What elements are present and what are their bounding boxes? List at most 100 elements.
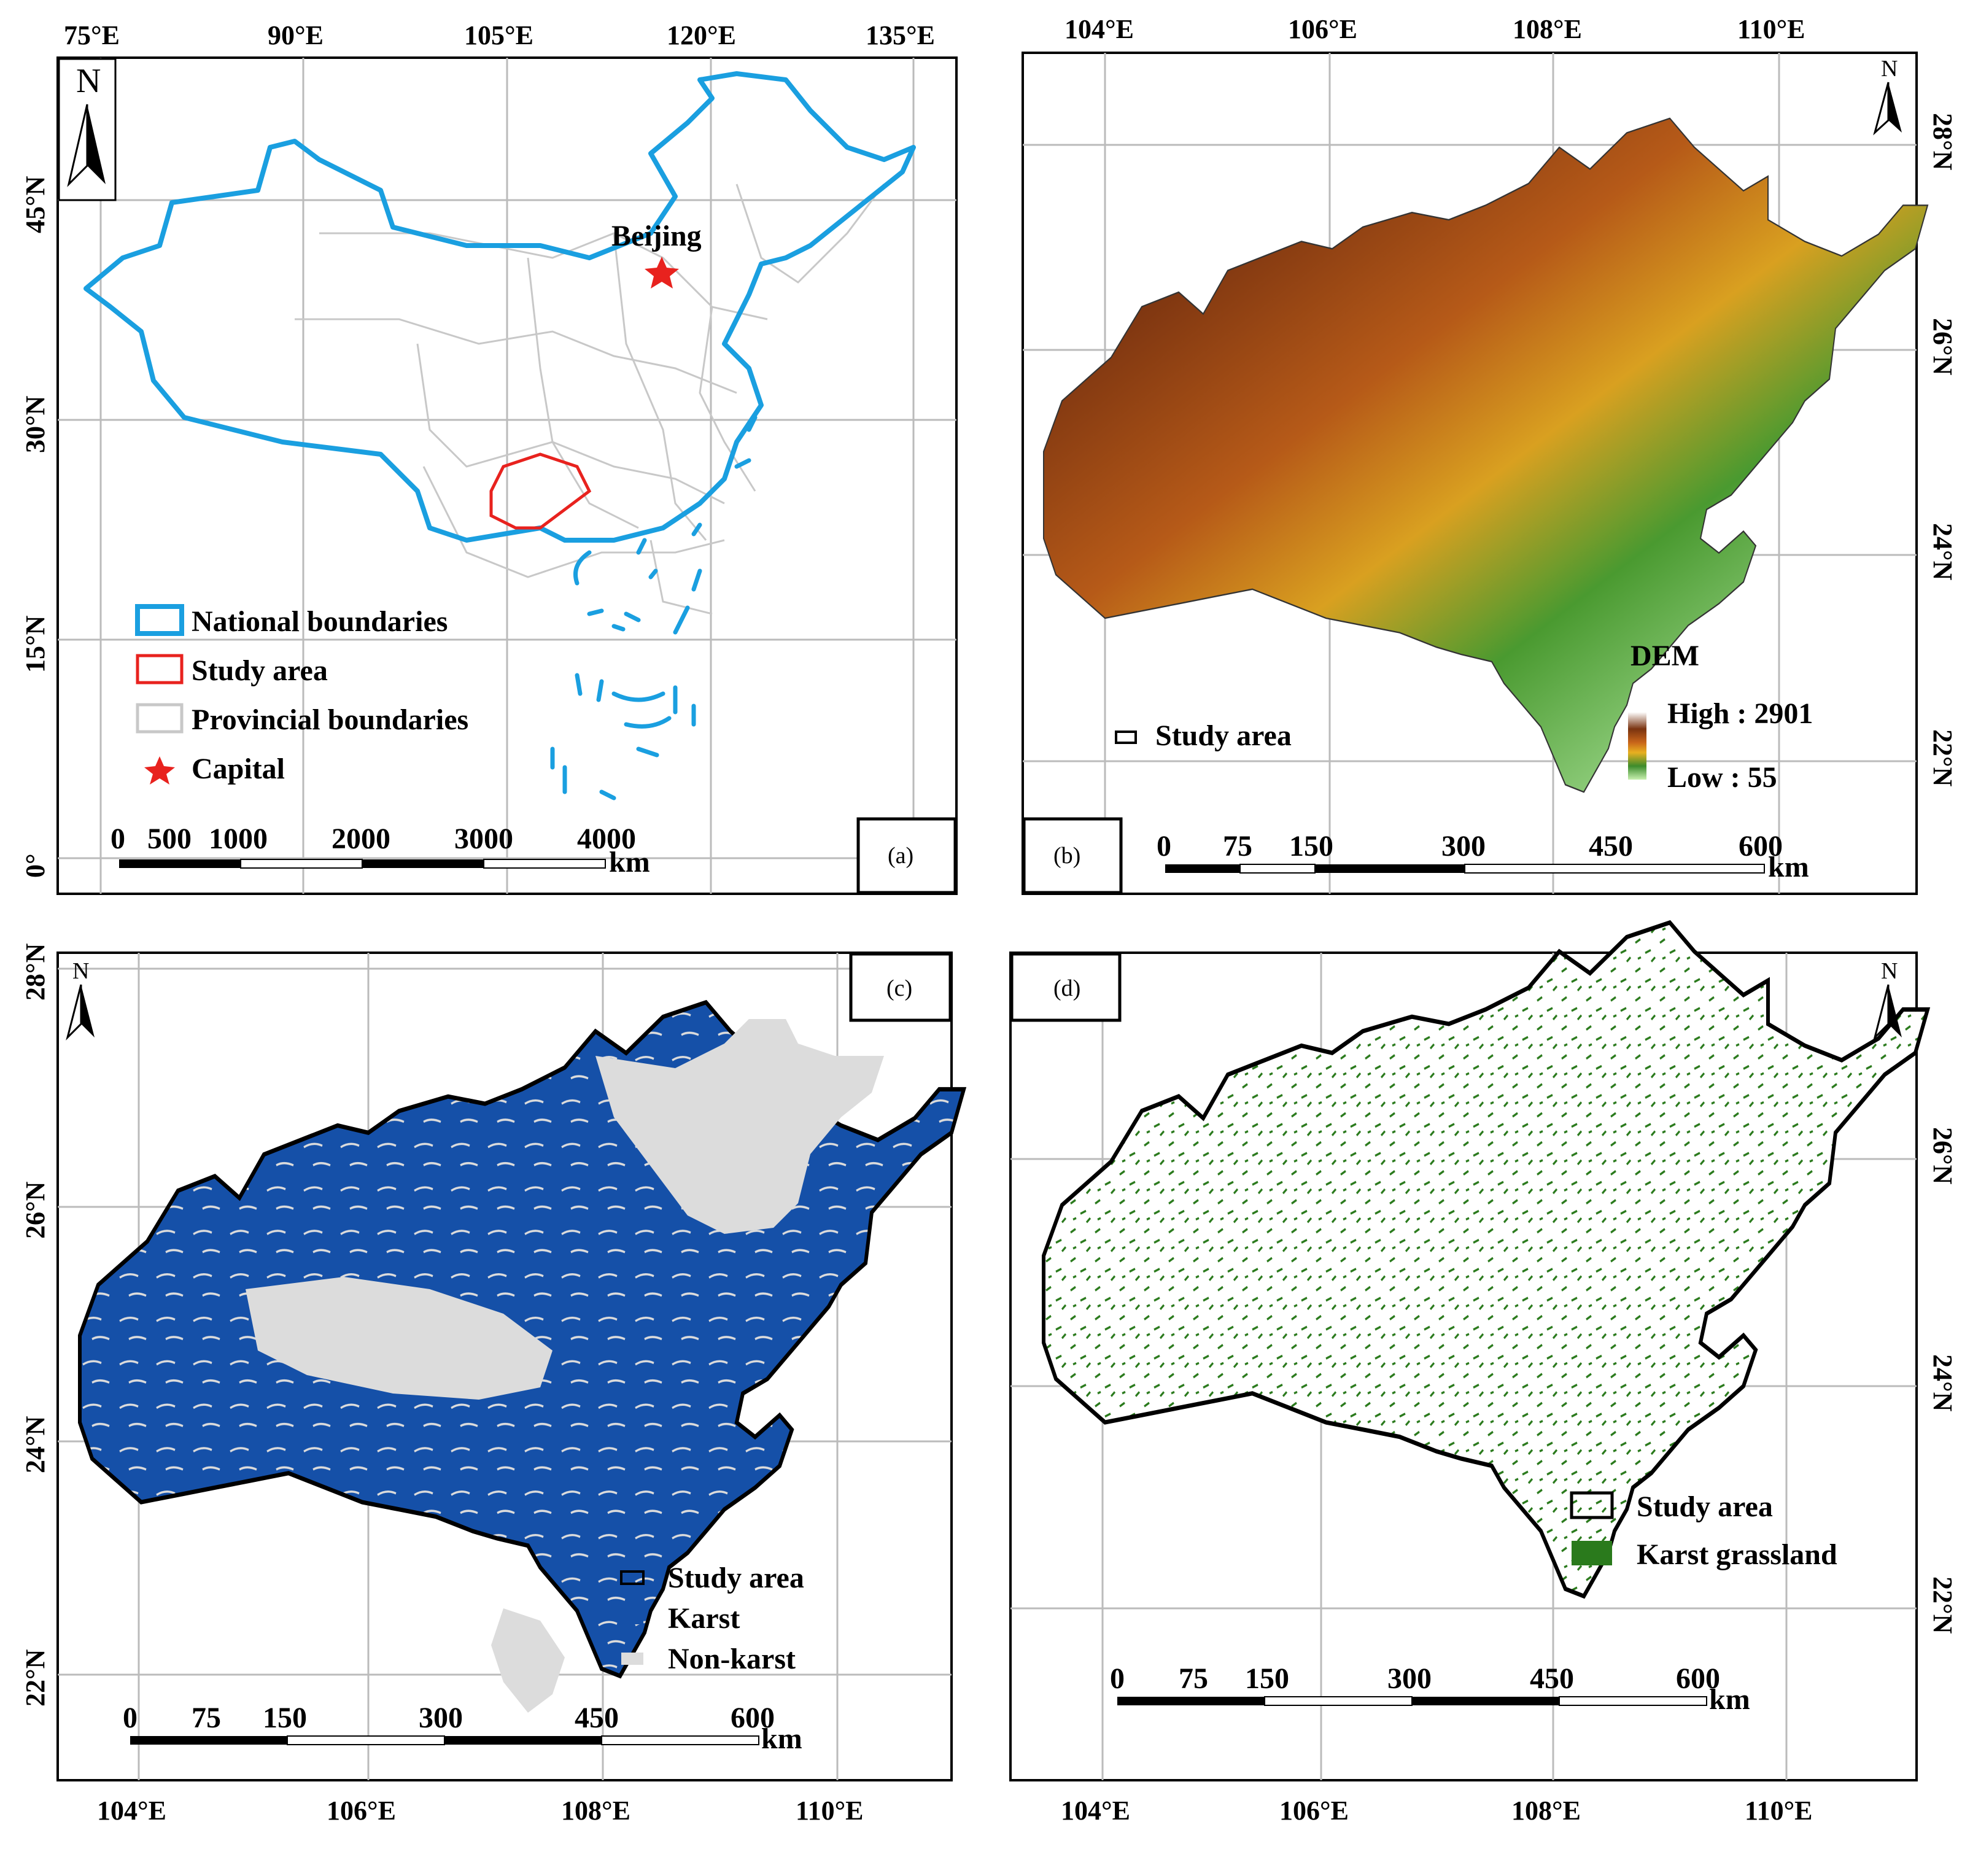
panel-c-left-ticks: 28°N 26°N 24°N 22°N <box>20 943 50 1707</box>
south-china-sea-islands <box>550 415 758 800</box>
svg-text:km: km <box>1709 1683 1750 1716</box>
non-karst-region <box>246 1019 884 1713</box>
svg-text:28°N: 28°N <box>1928 113 1958 171</box>
capital-star-icon <box>645 257 679 289</box>
svg-text:26°N: 26°N <box>1928 1127 1958 1185</box>
svg-text:75: 75 <box>1223 830 1252 862</box>
svg-text:(b): (b) <box>1053 843 1080 869</box>
panel-d-bottom-ticks: 104°E 106°E 108°E 110°E <box>1061 1796 1813 1826</box>
svg-text:106°E: 106°E <box>1279 1796 1349 1826</box>
panel-d-label-box: (d) <box>1010 952 1122 1022</box>
svg-text:4000: 4000 <box>577 823 636 855</box>
svg-text:Study area: Study area <box>1637 1490 1773 1523</box>
svg-text:km: km <box>609 846 650 878</box>
svg-text:110°E: 110°E <box>1745 1796 1813 1826</box>
svg-text:300: 300 <box>419 1702 463 1734</box>
legend-national-swatch <box>135 604 184 636</box>
svg-text:450: 450 <box>1530 1662 1574 1695</box>
svg-text:300: 300 <box>1387 1662 1432 1695</box>
svg-text:110°E: 110°E <box>1737 14 1805 44</box>
svg-text:108°E: 108°E <box>561 1796 630 1826</box>
svg-text:km: km <box>761 1723 802 1755</box>
north-label: N <box>76 62 101 100</box>
svg-text:500: 500 <box>147 823 192 855</box>
panel-b-label-box: (b) <box>1022 817 1123 894</box>
svg-text:0: 0 <box>123 1702 138 1734</box>
svg-text:15°N: 15°N <box>20 615 50 673</box>
svg-text:106°E: 106°E <box>1288 14 1357 44</box>
svg-text:104°E: 104°E <box>1064 14 1134 44</box>
svg-text:N: N <box>1881 958 1898 984</box>
svg-text:90°E: 90°E <box>268 20 324 50</box>
svg-text:104°E: 104°E <box>1061 1796 1130 1826</box>
legend-study-swatch <box>1570 1491 1614 1519</box>
svg-text:26°N: 26°N <box>1928 318 1958 376</box>
svg-text:108°E: 108°E <box>1513 14 1582 44</box>
panel-a-scale-bar: 0 500 1000 2000 3000 4000 km <box>111 823 650 878</box>
svg-text:600: 600 <box>731 1702 775 1734</box>
svg-text:22°N: 22°N <box>1928 729 1958 787</box>
svg-text:150: 150 <box>263 1702 307 1734</box>
svg-text:Study area: Study area <box>668 1562 804 1594</box>
panel-c-legend: Study area Karst Non-karst <box>620 1562 804 1675</box>
legend-study-swatch <box>620 1570 645 1585</box>
svg-text:75: 75 <box>1179 1662 1208 1695</box>
svg-text:110°E: 110°E <box>796 1796 864 1826</box>
svg-text:600: 600 <box>1676 1662 1720 1695</box>
svg-text:0: 0 <box>1110 1662 1125 1695</box>
panel-c-bottom-ticks: 104°E 106°E 108°E 110°E <box>97 1796 864 1826</box>
panel-b-top-ticks: 104°E 106°E 108°E 110°E <box>1064 14 1805 44</box>
panel-d-right-ticks: 26°N 24°N 22°N <box>1928 1127 1958 1634</box>
svg-text:150: 150 <box>1289 830 1333 862</box>
svg-text:Low : 55: Low : 55 <box>1667 761 1777 794</box>
legend-capital-label: Capital <box>192 753 285 785</box>
panel-a-north-arrow: N <box>58 58 117 201</box>
svg-text:0°: 0° <box>20 853 50 878</box>
legend-provincial-swatch <box>136 703 184 734</box>
svg-text:0: 0 <box>1157 830 1171 862</box>
svg-text:600: 600 <box>1739 830 1783 862</box>
legend-grass-swatch <box>1572 1541 1612 1565</box>
panel-b-north-arrow: N <box>1873 56 1902 136</box>
svg-text:26°N: 26°N <box>20 1181 50 1239</box>
svg-text:2000: 2000 <box>332 823 390 855</box>
panel-d-grassland-map: N Study area Karst grassland 0 75 150 30… <box>1009 923 1958 1826</box>
panel-c-north-arrow: N <box>66 958 95 1041</box>
svg-text:24°N: 24°N <box>20 1416 50 1473</box>
dem-color-ramp <box>1628 712 1646 780</box>
panel-a-left-ticks: 45°N 30°N 15°N 0° <box>20 176 50 878</box>
svg-text:Karst grassland: Karst grassland <box>1637 1538 1837 1571</box>
svg-text:450: 450 <box>575 1702 619 1734</box>
svg-text:104°E: 104°E <box>97 1796 166 1826</box>
panel-c-scale-bar: 0 75 150 300 450 600 km <box>123 1702 802 1755</box>
svg-text:N: N <box>1881 56 1898 82</box>
svg-text:105°E: 105°E <box>464 20 533 50</box>
svg-text:120°E: 120°E <box>667 20 736 50</box>
svg-text:DEM: DEM <box>1630 640 1699 672</box>
svg-text:450: 450 <box>1589 830 1633 862</box>
panel-b-scale-bar: 0 75 150 300 450 600 km <box>1157 830 1809 883</box>
study-area-outline <box>489 452 592 530</box>
svg-text:km: km <box>1768 851 1809 883</box>
svg-text:24°N: 24°N <box>1928 1354 1958 1412</box>
panel-a-legend: National boundaries Study area Provincia… <box>135 604 468 785</box>
panel-d-legend: Study area Karst grassland <box>1570 1490 1837 1571</box>
beijing-label: Beijing <box>611 220 702 252</box>
svg-text:N: N <box>72 958 89 984</box>
legend-study-swatch <box>136 654 184 684</box>
svg-text:30°N: 30°N <box>20 395 50 453</box>
svg-text:108°E: 108°E <box>1511 1796 1581 1826</box>
panel-a-china-map: Beijing N National boundaries Study area… <box>20 20 958 895</box>
svg-text:75°E: 75°E <box>64 20 120 50</box>
svg-text:High : 2901: High : 2901 <box>1667 697 1813 730</box>
svg-text:Karst: Karst <box>668 1602 740 1635</box>
panel-d-scale-bar: 0 75 150 300 450 600 km <box>1110 1662 1750 1716</box>
svg-text:(c): (c) <box>886 975 912 1001</box>
svg-text:0: 0 <box>111 823 125 855</box>
svg-text:150: 150 <box>1245 1662 1289 1695</box>
legend-nonkarst-swatch <box>621 1653 643 1665</box>
svg-text:Non-karst: Non-karst <box>668 1643 796 1675</box>
svg-text:1000: 1000 <box>209 823 268 855</box>
dem-legend: DEM High : 2901 Low : 55 Study area <box>1115 640 1813 794</box>
